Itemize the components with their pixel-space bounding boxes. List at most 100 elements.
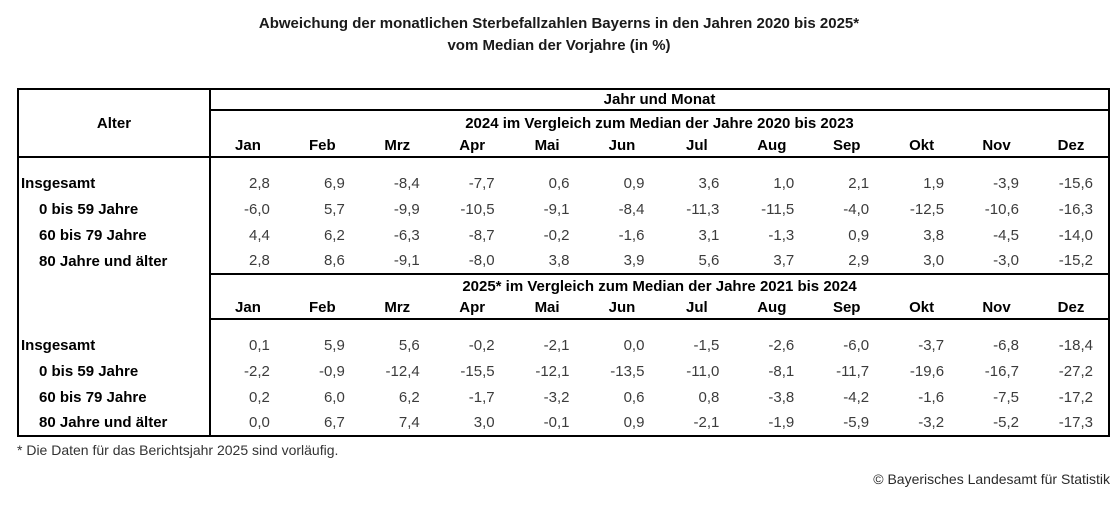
month-header: Nov — [959, 135, 1034, 158]
data-cell: -7,7 — [468, 174, 495, 192]
data-cell: -12,1 — [535, 362, 570, 380]
data-cell: -7,5 — [993, 388, 1019, 406]
data-cell: 2,9 — [848, 252, 870, 269]
data-cell: -5,9 — [843, 414, 870, 431]
month-header: Jan — [210, 135, 285, 158]
row-label: 0 bis 59 Jahre — [18, 196, 211, 222]
data-cell: 0,6 — [548, 174, 570, 192]
data-cell: -8,0 — [468, 252, 495, 269]
data-cell: -1,6 — [618, 226, 645, 244]
table-row: 80 Jahre und älter 0,0 6,7 7,4 3,0 -0,1 0,9 -2,… — [18, 410, 1109, 436]
data-cell: -9,1 — [393, 252, 420, 269]
data-cell: 3,1 — [698, 226, 720, 244]
data-cell: -11,0 — [686, 362, 720, 380]
table-row: 60 bis 79 Jahre 4,4 6,2 -6,3 -8,7 -0,2 -1,6 3,1… — [18, 222, 1109, 248]
month-header: Dez — [1033, 297, 1109, 320]
month-header: Apr — [434, 135, 510, 158]
data-cell: -4,2 — [843, 388, 870, 406]
month-header: Jul — [659, 135, 735, 158]
data-cell: -3,8 — [768, 388, 795, 406]
data-cell: -5,2 — [993, 414, 1019, 431]
data-cell: 5,9 — [323, 336, 345, 354]
data-cell: 8,6 — [323, 252, 345, 269]
spacer-cell — [18, 157, 211, 170]
data-cell: 2,1 — [848, 174, 870, 192]
month-header: Jun — [584, 135, 660, 158]
data-cell: -2,1 — [693, 414, 720, 431]
data-cell: -1,5 — [693, 336, 720, 354]
section-2-header-row: 2025* im Vergleich zum Median der Jahre … — [18, 273, 1109, 297]
month-header: Nov — [959, 297, 1034, 320]
data-cell: -15,2 — [1058, 252, 1093, 269]
spacer-row — [18, 157, 1109, 170]
month-header: Okt — [884, 135, 960, 158]
data-cell: -1,9 — [768, 414, 795, 431]
data-cell: -11,3 — [686, 200, 720, 218]
empty-cell — [18, 297, 211, 319]
spacer-cell — [210, 157, 1109, 170]
data-cell: -14,0 — [1058, 226, 1093, 244]
data-cell: 6,0 — [323, 388, 345, 406]
data-cell: -17,2 — [1058, 388, 1093, 406]
data-cell: -3,9 — [993, 174, 1019, 192]
month-header: Jan — [210, 297, 285, 320]
data-cell: 5,6 — [398, 336, 420, 354]
table-row: Insgesamt 2,8 6,9 -8,4 -7,7 0,6 0,9 3,6 1,0 2,1 1,… — [18, 170, 1109, 196]
data-cell: -2,6 — [768, 336, 795, 354]
data-cell: -9,1 — [543, 200, 570, 218]
section-1-header: 2024 im Vergleich zum Median der Jahre 2… — [465, 114, 854, 132]
data-cell: 0,0 — [623, 336, 645, 354]
data-cell: 6,2 — [398, 388, 420, 406]
data-cell: -13,5 — [610, 362, 645, 380]
data-cell: 5,6 — [698, 252, 720, 269]
data-cell: 3,8 — [923, 226, 945, 244]
data-cell: -27,2 — [1058, 362, 1093, 380]
data-cell: -9,9 — [393, 200, 420, 218]
data-cell: 3,6 — [698, 174, 720, 192]
data-cell: -10,5 — [460, 200, 495, 218]
data-cell: -6,0 — [843, 336, 870, 354]
data-cell: -0,2 — [543, 226, 570, 244]
row-label: 80 Jahre und älter — [18, 410, 211, 436]
month-header: Okt — [884, 297, 960, 320]
month-header: Apr — [434, 297, 510, 320]
data-cell: 0,9 — [623, 174, 645, 192]
data-cell: -18,4 — [1058, 336, 1093, 354]
data-cell: -11,5 — [761, 200, 795, 218]
data-cell: -11,7 — [836, 362, 870, 380]
data-cell: -1,3 — [768, 226, 795, 244]
data-cell: -15,6 — [1058, 174, 1093, 192]
data-cell: -12,5 — [909, 200, 945, 218]
month-header: Mai — [509, 297, 585, 320]
chart-title: Abweichung der monatlichen Sterbefallzah… — [0, 0, 1118, 57]
data-cell: -4,0 — [843, 200, 870, 218]
data-cell: 3,0 — [923, 252, 945, 269]
row-label: Insgesamt — [18, 332, 211, 358]
title-line-1: Abweichung der monatlichen Sterbefallzah… — [258, 15, 860, 32]
empty-cell — [18, 274, 211, 297]
month-header: Sep — [809, 297, 885, 320]
month-header: Jul — [659, 297, 735, 320]
data-cell: -8,4 — [618, 200, 645, 218]
data-cell: -16,3 — [1058, 200, 1093, 218]
data-cell: -3,7 — [918, 336, 945, 354]
data-cell: -10,6 — [984, 200, 1019, 218]
row-label: Insgesamt — [18, 170, 211, 196]
data-cell: 0,6 — [623, 388, 645, 406]
data-cell: -12,4 — [385, 362, 420, 380]
month-header: Mrz — [359, 297, 435, 320]
data-cell: -15,5 — [460, 362, 495, 380]
data-cell: 2,8 — [249, 252, 270, 269]
data-cell: -6,3 — [393, 226, 420, 244]
data-cell: 3,8 — [548, 252, 570, 269]
months-header-row: Jan Feb Mrz Apr Mai Jun Jul Aug Sep Okt Nov Dez — [18, 297, 1109, 320]
data-cell: 3,7 — [773, 252, 795, 269]
data-cell: 2,8 — [249, 174, 270, 192]
data-cell: 6,2 — [323, 226, 345, 244]
data-cell: 0,9 — [848, 226, 870, 244]
month-header: Mrz — [359, 135, 435, 158]
data-cell: -3,0 — [993, 252, 1019, 269]
table-row: 0 bis 59 Jahre -6,0 5,7 -9,9 -10,5 -9,1 -8,4 -1… — [18, 196, 1109, 222]
data-cell: -16,7 — [984, 362, 1019, 380]
spacer-row — [18, 319, 1109, 332]
